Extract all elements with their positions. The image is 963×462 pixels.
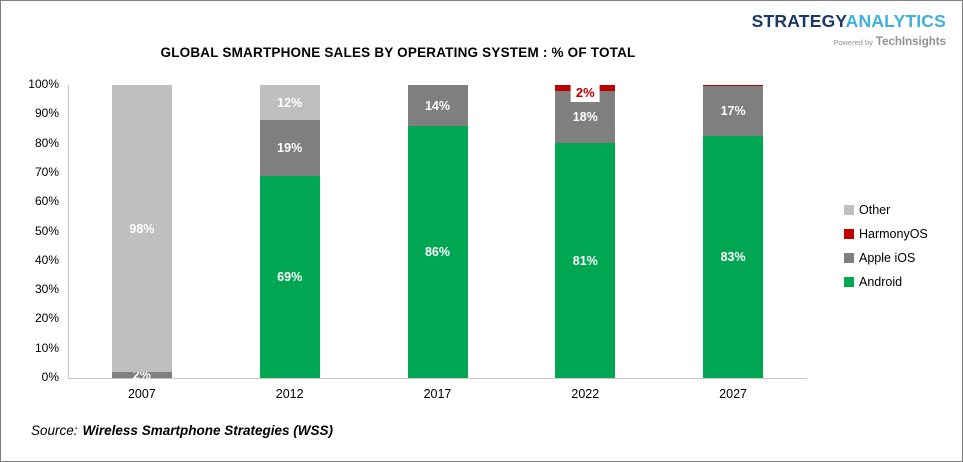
y-tick-label: 80% bbox=[34, 135, 59, 150]
bar-2007: 2% 98% bbox=[111, 85, 172, 382]
x-axis-line bbox=[68, 378, 807, 379]
bar-segment-harmonyos bbox=[703, 85, 764, 87]
segment-label: 12% bbox=[277, 95, 303, 110]
segment-label: 18% bbox=[572, 109, 598, 124]
segment-label: 69% bbox=[277, 269, 303, 284]
legend-item-harmonyos: HarmonyOS bbox=[844, 227, 928, 241]
y-tick-label: 70% bbox=[34, 164, 59, 179]
y-tick-label: 50% bbox=[34, 223, 59, 238]
strategy-analytics-logo: STRATEGYANALYTICS Powered by TechInsights bbox=[751, 11, 946, 50]
segment-label: 19% bbox=[277, 141, 303, 156]
bar-segment-android: 69% bbox=[259, 175, 320, 378]
legend-swatch bbox=[844, 277, 854, 287]
x-axis-label: 2012 bbox=[275, 387, 304, 401]
bar-segment-apple-ios: 2% bbox=[111, 368, 172, 382]
source-label: Source: bbox=[31, 423, 78, 438]
y-axis-line bbox=[68, 85, 69, 379]
source-name: Wireless Smartphone Strategies (WSS) bbox=[82, 423, 333, 438]
bar-segment-apple-ios: 14% bbox=[407, 85, 468, 127]
bar-2022: 81% 18% 2% bbox=[555, 83, 616, 378]
segment-label: 14% bbox=[424, 98, 451, 113]
y-tick-label: 100% bbox=[28, 77, 59, 91]
logo-wordmark: STRATEGYANALYTICS bbox=[751, 11, 946, 31]
legend-item-apple-ios: Apple iOS bbox=[844, 251, 928, 265]
bar-2027: 83% 17% bbox=[703, 85, 764, 378]
legend-label: Apple iOS bbox=[859, 251, 916, 265]
y-tick-label: 40% bbox=[34, 252, 59, 267]
logo-techinsights: TechInsights bbox=[875, 36, 946, 49]
segment-label-callout: 2% bbox=[570, 83, 600, 102]
logo-analytics: ANALYTICS bbox=[845, 11, 946, 31]
y-tick-label: 20% bbox=[34, 311, 59, 326]
legend-swatch bbox=[844, 205, 854, 215]
segment-label: 81% bbox=[572, 253, 598, 268]
bar-segment-android: 86% bbox=[407, 126, 468, 378]
segment-label: 86% bbox=[424, 245, 451, 260]
legend-swatch bbox=[844, 253, 854, 263]
legend-label: HarmonyOS bbox=[859, 227, 928, 241]
legend-item-android: Android bbox=[844, 275, 928, 289]
x-axis-label: 2007 bbox=[127, 387, 156, 401]
legend-swatch bbox=[844, 229, 854, 239]
legend-item-other: Other bbox=[844, 203, 928, 217]
bar-2017: 86% 14% bbox=[407, 85, 468, 378]
segment-label: 83% bbox=[720, 250, 746, 265]
y-tick-label: 30% bbox=[34, 282, 59, 297]
bar-2012: 69% 19% 12% bbox=[259, 85, 320, 378]
bar-segment-other: 12% bbox=[259, 85, 320, 121]
chart-title: GLOBAL SMARTPHONE SALES BY OPERATING SYS… bbox=[160, 45, 636, 60]
logo-strategy: STRATEGY bbox=[751, 11, 846, 31]
y-tick-label: 60% bbox=[34, 194, 59, 209]
segment-label: 17% bbox=[720, 104, 746, 119]
logo-powered-by: Powered by bbox=[833, 38, 873, 48]
bar-segment-other: 98% bbox=[111, 85, 172, 373]
legend-label: Other bbox=[859, 203, 891, 217]
y-tick-label: 90% bbox=[34, 106, 59, 121]
bar-segment-android: 81% bbox=[555, 143, 616, 378]
segment-label: 98% bbox=[129, 221, 155, 236]
legend-label: Android bbox=[859, 275, 903, 289]
bar-segment-android: 83% bbox=[703, 136, 764, 378]
x-axis-label: 2017 bbox=[423, 387, 452, 401]
bar-segment-apple-ios: 19% bbox=[259, 120, 320, 176]
logo-subline: Powered by TechInsights bbox=[752, 32, 946, 50]
y-tick-label: 0% bbox=[41, 370, 59, 384]
x-axis-label: 2022 bbox=[571, 387, 600, 401]
y-tick-label: 10% bbox=[34, 340, 59, 355]
source-note: Source: Wireless Smartphone Strategies (W… bbox=[31, 423, 333, 438]
bar-segment-apple-ios: 17% bbox=[703, 86, 764, 137]
chart-legend: Other HarmonyOS Apple iOS Android bbox=[844, 203, 928, 299]
x-axis-label: 2027 bbox=[719, 387, 747, 401]
